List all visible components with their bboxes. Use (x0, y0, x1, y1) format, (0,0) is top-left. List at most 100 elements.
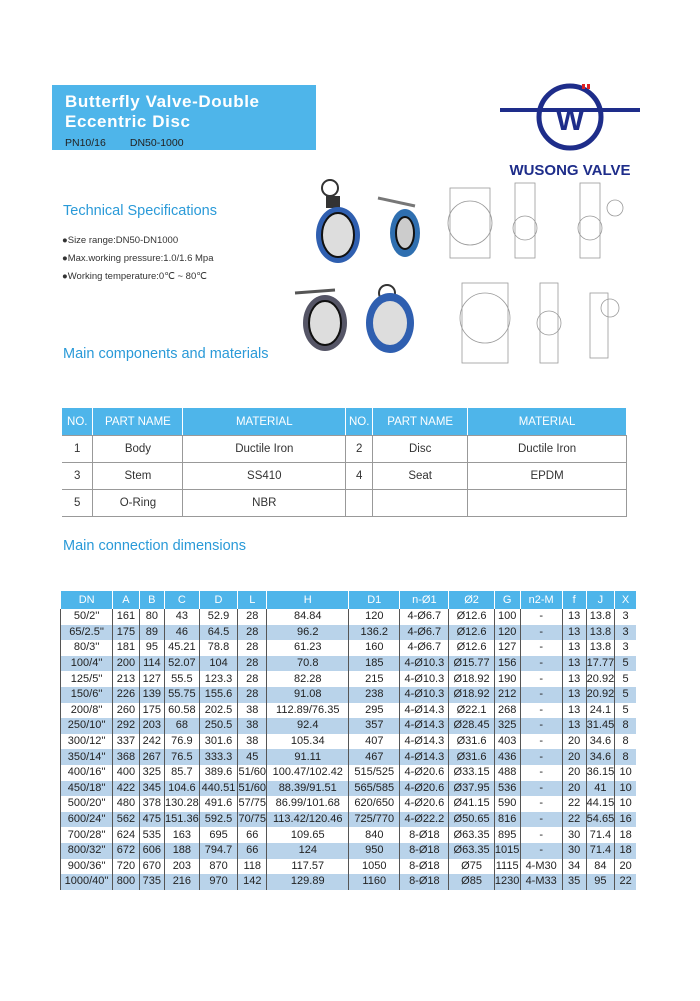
table-cell: 16 (614, 811, 636, 828)
table-cell (467, 489, 627, 517)
table-cell: 10 (614, 764, 636, 781)
table-cell: O-Ring (92, 489, 184, 517)
table-cell: 117.57 (266, 858, 349, 875)
table-cell: 5 (614, 671, 636, 687)
table-cell: 55.5 (164, 671, 200, 687)
table-cell: 120 (493, 624, 521, 641)
logo-text: WUSONG VALVE (509, 162, 631, 179)
table-cell: 175 (112, 624, 140, 641)
table-cell: Ø28.45 (448, 718, 495, 734)
table-cell: Ø50.65 (448, 811, 495, 828)
table-row: 100/4'' 200 114 52.07 104 28 70.8 185 4-Ø10.3 Ø15… (59, 655, 636, 672)
table-cell: 700/28'' (59, 827, 113, 843)
valve-gear-photo-2 (366, 284, 414, 353)
table-cell: 202.5 (198, 702, 238, 719)
svg-text:W: W (556, 104, 585, 137)
table-cell: 44.15 (585, 796, 615, 812)
table-cell: 250/10'' (59, 718, 113, 734)
table-cell: - (519, 764, 563, 781)
table-cell: 34.6 (585, 749, 615, 765)
spec-item: ●Max.working pressure:1.0/1.6 Mpa (62, 253, 214, 264)
table-cell: 5 (614, 702, 636, 719)
table-cell: 100/4'' (59, 655, 113, 672)
table-cell: 735 (138, 874, 165, 890)
table-cell: 536 (493, 780, 521, 797)
table-cell: Ø63.35 (448, 842, 495, 859)
table-cell: 181 (112, 640, 140, 656)
table-cell: 333.3 (198, 749, 238, 765)
table-cell: 325 (493, 718, 521, 734)
table-cell: 10 (614, 780, 636, 797)
table-cell: 212 (493, 686, 521, 703)
table-cell: 150/6'' (59, 686, 113, 703)
table-cell: 127 (138, 671, 165, 687)
table-cell: 13 (561, 655, 587, 672)
size-range: DN50-1000 (129, 137, 184, 149)
col-header: L (237, 591, 267, 609)
table-cell: 203 (138, 718, 165, 734)
table-cell: 600/24'' (59, 811, 113, 828)
table-row: 250/10'' 292 203 68 250.5 38 92.4 357 4-Ø14.3 Ø28… (59, 718, 636, 734)
table-cell: 52.07 (164, 655, 200, 672)
table-cell: 10 (614, 796, 636, 812)
table-cell: Ø41.15 (448, 796, 495, 812)
table-cell: 565/585 (348, 780, 400, 797)
table-cell: 325 (138, 764, 165, 781)
table-cell: 34 (561, 858, 587, 875)
table-cell: 3 (614, 609, 636, 625)
table-cell: 66 (237, 827, 267, 843)
table-cell: 238 (348, 686, 400, 703)
table-row: 800/32'' 672 606 188 794.7 66 124 950 8-Ø18 Ø63.3… (59, 842, 636, 859)
table-cell: - (519, 811, 563, 828)
table-cell: 13 (561, 624, 587, 641)
table-cell: - (519, 702, 563, 719)
table-cell: 378 (138, 796, 165, 812)
table-cell: 4-Ø10.3 (399, 671, 449, 687)
table-cell: 38 (237, 702, 267, 719)
table-cell: Ø31.6 (448, 733, 495, 750)
table-cell: 4-M30 (519, 858, 563, 875)
table-cell: 20 (561, 764, 587, 781)
table-cell: 70.8 (266, 655, 349, 672)
table-cell: 163 (164, 827, 200, 843)
table-cell: Ø37.95 (448, 780, 495, 797)
table-cell: 85.7 (164, 764, 200, 781)
table-cell: 95 (585, 874, 615, 890)
table-row: 1000/40'' 800 735 216 970 142 129.89 1160 8-Ø18 Ø… (59, 874, 636, 890)
table-cell: 4-Ø14.3 (399, 733, 449, 750)
table-cell: 28 (237, 671, 267, 687)
table-cell: 36.15 (585, 764, 615, 781)
table-cell: Seat (372, 462, 469, 490)
table-cell: 41 (585, 780, 615, 797)
table-row: 200/8'' 260 175 60.58 202.5 38 112.89/76.35 295… (59, 702, 636, 719)
col-header: n2-M (519, 591, 563, 609)
table-cell: 84 (585, 858, 615, 875)
table-cell: 403 (493, 733, 521, 750)
col-header: D1 (348, 591, 400, 609)
table-cell: 185 (348, 655, 400, 672)
table-cell: Ø15.77 (448, 655, 495, 672)
table-cell: 13.8 (585, 624, 615, 641)
table-cell: 65/2.5'' (59, 624, 113, 641)
table-cell: Body (92, 435, 184, 463)
table-cell: 161 (112, 609, 140, 625)
table-cell: 38 (237, 733, 267, 750)
table-cell: 5 (62, 489, 94, 517)
table-cell: 267 (138, 749, 165, 765)
table-cell: 24.1 (585, 702, 615, 719)
table-cell: 720 (112, 858, 140, 875)
table-cell: 5 (614, 686, 636, 703)
table-cell: 592.5 (198, 811, 238, 828)
table-cell: 4-Ø22.2 (399, 811, 449, 828)
table-cell: 357 (348, 718, 400, 734)
table-cell: 970 (198, 874, 238, 890)
table-cell: 672 (112, 842, 140, 859)
table-cell: 4-Ø6.7 (399, 640, 449, 656)
table-cell: 125/5'' (59, 671, 113, 687)
title-banner: Butterfly Valve-Double Eccentric Disc PN… (52, 85, 316, 150)
table-cell: 114 (138, 655, 165, 672)
table-cell: 800/32'' (59, 842, 113, 859)
table-cell: 475 (138, 811, 165, 828)
